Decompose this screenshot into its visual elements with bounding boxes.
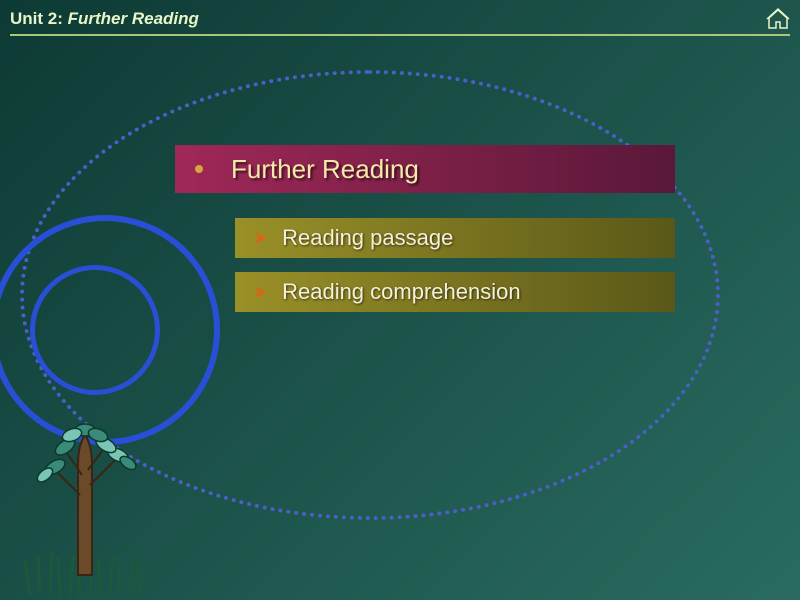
bullet-icon (195, 165, 203, 173)
unit-subtitle: Further Reading (68, 9, 199, 28)
arrow-icon: ➤ (253, 282, 268, 303)
sub-item-reading-passage[interactable]: ➤ Reading passage (235, 218, 675, 258)
home-icon[interactable] (766, 8, 790, 30)
slide: Unit 2: Further Reading Further Reading … (0, 0, 800, 600)
main-title-text: Further Reading (231, 154, 419, 185)
header-title: Unit 2: Further Reading (10, 9, 199, 29)
sub-item-label: Reading passage (282, 225, 453, 251)
main-title-bar: Further Reading (175, 145, 675, 193)
sub-item-reading-comprehension[interactable]: ➤ Reading comprehension (235, 272, 675, 312)
header: Unit 2: Further Reading (10, 8, 790, 36)
tree-decoration (10, 375, 170, 600)
sub-item-label: Reading comprehension (282, 279, 521, 305)
unit-label: Unit 2: (10, 9, 63, 28)
arrow-icon: ➤ (253, 228, 268, 249)
